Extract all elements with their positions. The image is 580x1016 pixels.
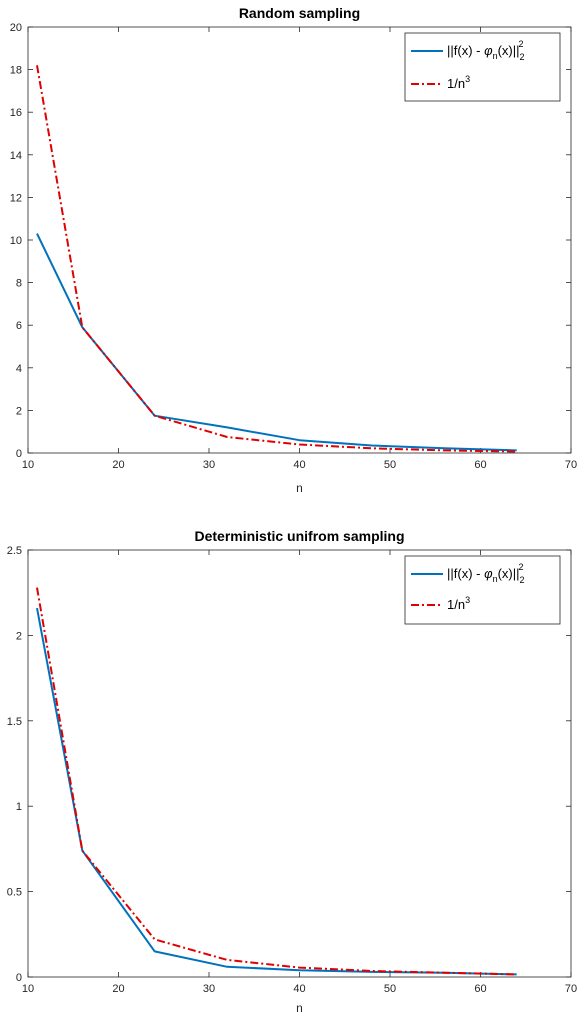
x-tick-label: 50 bbox=[384, 983, 396, 995]
legend-label-reference: 1/n3 bbox=[447, 74, 470, 91]
y-tick-label: 16 bbox=[10, 107, 22, 119]
legend: ||f(x) - φn(x)||22 1/n3 bbox=[404, 32, 561, 102]
y-tick-label: 1.5 bbox=[7, 716, 22, 728]
x-axis-label: n bbox=[296, 481, 303, 495]
y-tick-label: 0.5 bbox=[7, 887, 22, 899]
x-tick-label: 70 bbox=[565, 983, 577, 995]
chart-title: Random sampling bbox=[239, 5, 360, 21]
x-tick-label: 10 bbox=[22, 983, 34, 995]
series-line-1 bbox=[36, 587, 517, 976]
x-tick-label: 20 bbox=[112, 459, 124, 471]
legend: ||f(x) - φn(x)||22 1/n3 bbox=[404, 555, 561, 625]
y-tick-label: 18 bbox=[10, 65, 22, 77]
x-tick-label: 10 bbox=[22, 459, 34, 471]
y-tick-label: 6 bbox=[16, 320, 22, 332]
series-line-0 bbox=[36, 233, 517, 452]
x-tick-label: 60 bbox=[474, 459, 486, 471]
legend-box bbox=[404, 555, 561, 625]
x-tick-label: 30 bbox=[203, 983, 215, 995]
legend-label-reference: 1/n3 bbox=[447, 595, 470, 612]
y-tick-label: 2.5 bbox=[7, 545, 22, 557]
y-tick-label: 12 bbox=[10, 192, 22, 204]
chart-title: Deterministic unifrom sampling bbox=[194, 528, 404, 544]
y-tick-label: 4 bbox=[16, 363, 22, 375]
x-tick-label: 60 bbox=[474, 983, 486, 995]
series-line-1 bbox=[36, 65, 517, 453]
y-tick-label: 2 bbox=[16, 630, 22, 642]
y-tick-label: 0 bbox=[16, 448, 22, 460]
legend-label-error: ||f(x) - φn(x)||22 bbox=[447, 562, 525, 585]
y-tick-label: 10 bbox=[10, 235, 22, 247]
chart-random-sampling: Random sampling 10 20 30 40 50 60 70 0 2 4 6 8 10 12 14… bbox=[10, 5, 577, 495]
x-axis-label: n bbox=[296, 1001, 303, 1015]
y-tick-label: 0 bbox=[16, 972, 22, 984]
x-tick-label: 30 bbox=[203, 459, 215, 471]
x-tick-label: 40 bbox=[293, 459, 305, 471]
y-tick-label: 2 bbox=[16, 405, 22, 417]
y-tick-label: 14 bbox=[10, 150, 22, 162]
y-tick-label: 1 bbox=[16, 801, 22, 813]
legend-label-error: ||f(x) - φn(x)||22 bbox=[447, 39, 525, 62]
x-tick-label: 40 bbox=[293, 983, 305, 995]
legend-box bbox=[404, 32, 561, 102]
y-tick-label: 20 bbox=[10, 22, 22, 34]
y-tick-label: 8 bbox=[16, 278, 22, 290]
series-line-0 bbox=[36, 607, 517, 976]
x-tick-label: 50 bbox=[384, 459, 396, 471]
x-tick-label: 20 bbox=[112, 983, 124, 995]
x-tick-label: 70 bbox=[565, 459, 577, 471]
